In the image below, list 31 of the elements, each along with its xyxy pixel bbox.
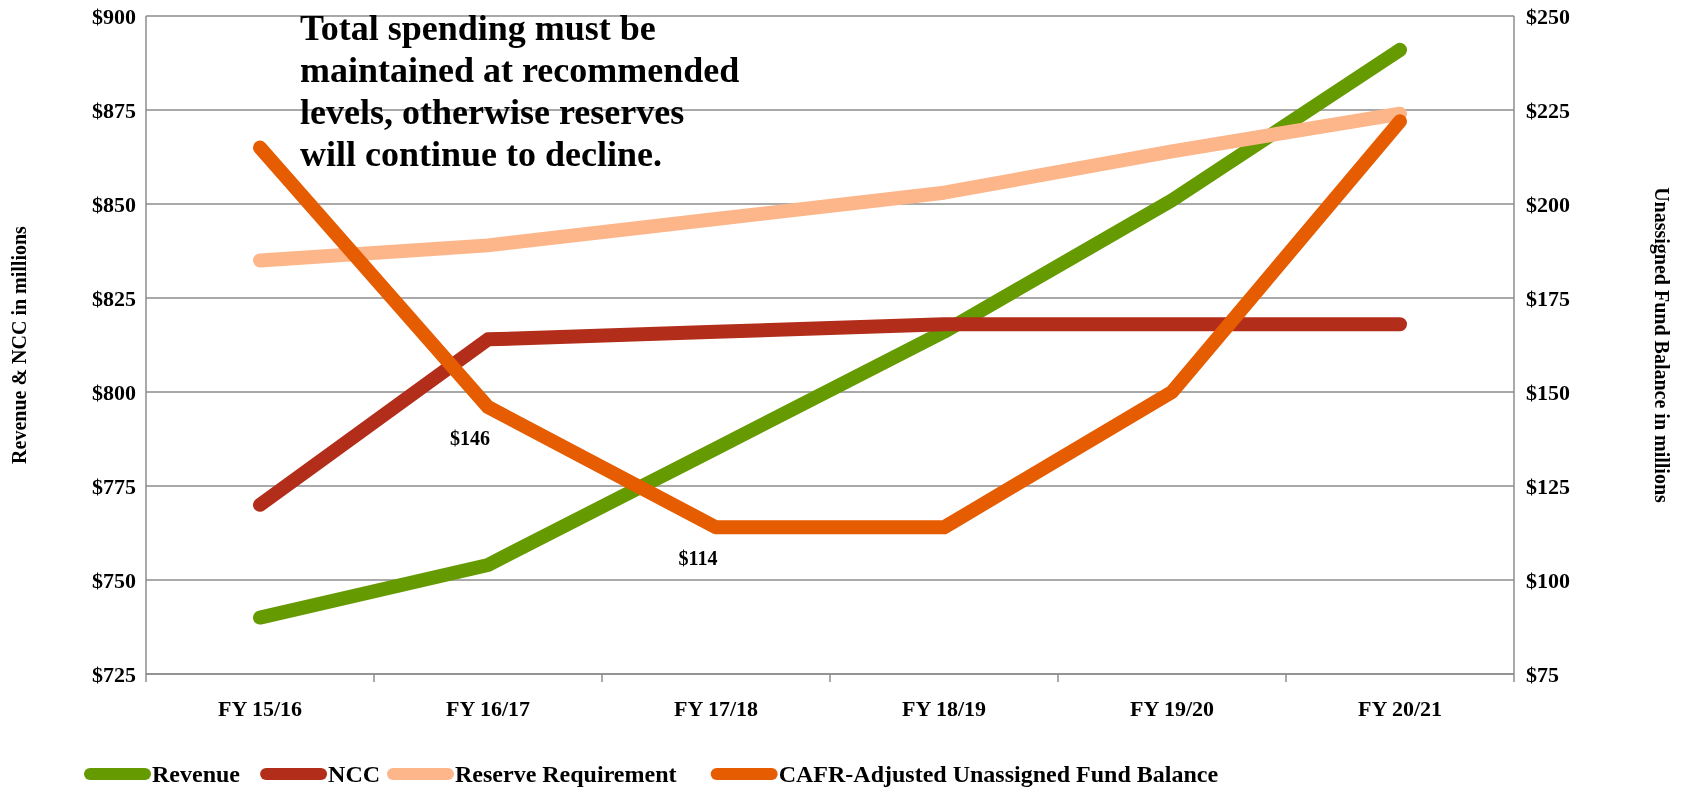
y-tick-label: $825 xyxy=(92,285,136,311)
y2-tick-label: $75 xyxy=(1526,661,1559,687)
y2-axis-title: Unassigned Fund Balance in millions xyxy=(1650,187,1673,504)
y2-tick-label: $100 xyxy=(1526,567,1570,593)
y2-tick-label: $250 xyxy=(1526,3,1570,29)
y-tick-label: $875 xyxy=(92,97,136,123)
annotation: Total spending must be maintained at recommended levels, otherwise reserves will continue to decline. xyxy=(300,8,740,174)
y2-tick-label: $150 xyxy=(1526,379,1570,405)
legend-label: CAFR-Adjusted Unassigned Fund Balance xyxy=(778,761,1219,788)
legend-label: Reserve Requirement xyxy=(455,761,677,788)
x-tick-label: FY 19/20 xyxy=(1129,696,1215,721)
legend-label: NCC xyxy=(328,761,381,788)
y-tick-label: $900 xyxy=(92,3,136,29)
y-axis-title: Revenue & NCC in millions xyxy=(8,225,30,464)
y-tick-label: $750 xyxy=(92,567,136,593)
y2-tick-label: $175 xyxy=(1526,285,1570,311)
x-tick-label: FY 16/17 xyxy=(445,696,531,721)
y-tick-label: $800 xyxy=(92,379,136,405)
x-tick-label: FY 15/16 xyxy=(217,696,303,721)
data-label: $146 xyxy=(450,427,490,450)
x-tick-label: FY 20/21 xyxy=(1357,696,1443,721)
y2-tick-label: $225 xyxy=(1526,97,1570,123)
y-tick-label: $725 xyxy=(92,661,136,687)
y-tick-label: $775 xyxy=(92,473,136,499)
data-label: $114 xyxy=(678,547,718,570)
legend-label: Revenue xyxy=(152,761,241,788)
x-tick-label: FY 17/18 xyxy=(673,696,759,721)
y-tick-label: $850 xyxy=(92,191,136,217)
y2-tick-label: $125 xyxy=(1526,473,1570,499)
y2-tick-label: $200 xyxy=(1526,191,1570,217)
x-tick-label: FY 18/19 xyxy=(901,696,987,721)
